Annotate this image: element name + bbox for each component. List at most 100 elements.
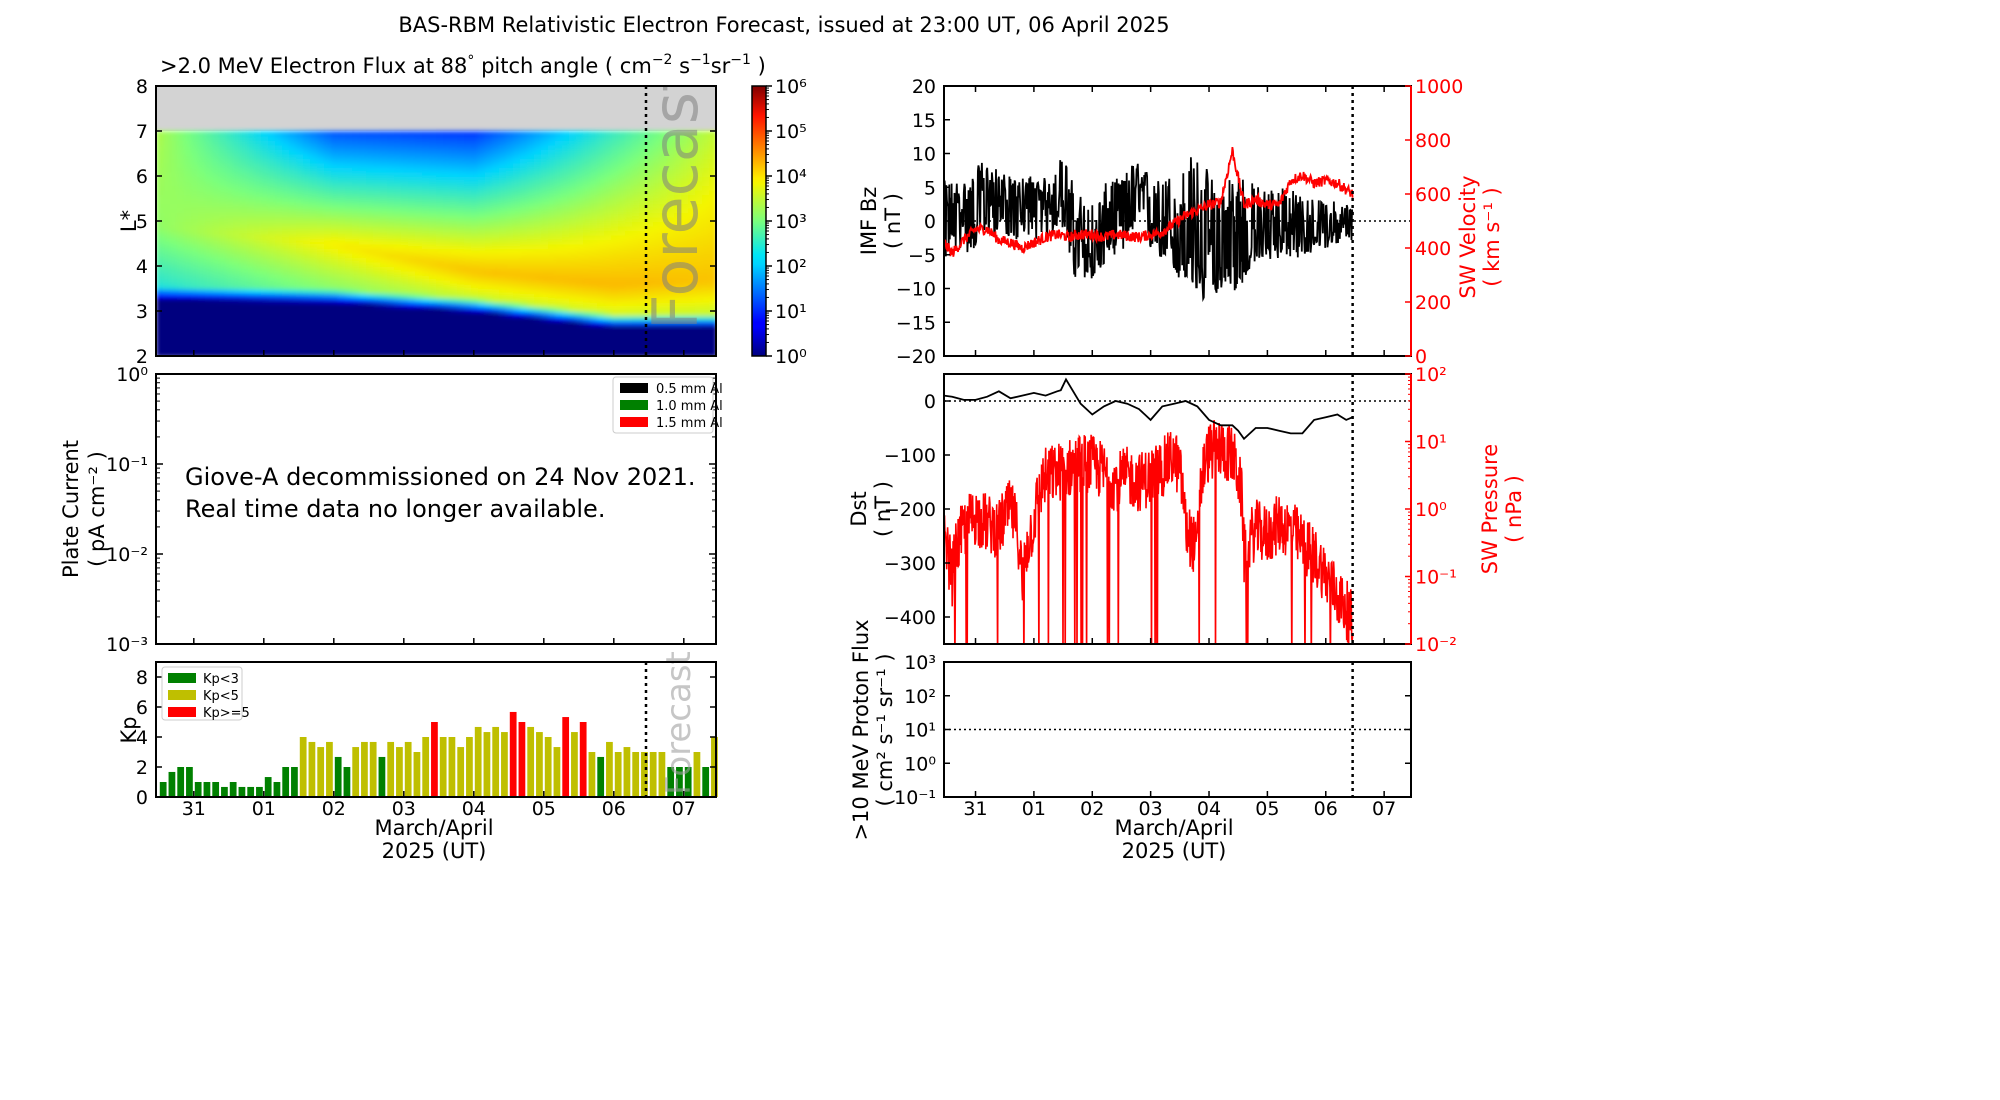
- flux-cell: [156, 221, 164, 227]
- flux-cell: [695, 162, 703, 168]
- flux-cell: [268, 261, 276, 267]
- flux-cell: [254, 329, 262, 335]
- flux-cell: [170, 158, 178, 164]
- flux-cell: [352, 216, 360, 222]
- flux-cell: [191, 311, 199, 317]
- flux-cell: [394, 198, 402, 204]
- flux-cell: [548, 198, 556, 204]
- flux-cell: [492, 329, 500, 335]
- flux-cell: [471, 167, 479, 173]
- flux-cell: [352, 252, 360, 258]
- flux-cell: [212, 189, 220, 195]
- flux-cell: [667, 320, 675, 326]
- flux-cell: [646, 176, 654, 182]
- flux-cell: [660, 248, 668, 254]
- flux-cell: [478, 351, 486, 356]
- flux-cell: [478, 293, 486, 299]
- flux-cell: [590, 212, 598, 218]
- flux-cell: [275, 284, 283, 290]
- flux-cell: [156, 144, 164, 150]
- kp-bar: [186, 767, 193, 797]
- flux-cell: [450, 306, 458, 312]
- flux-cell: [184, 351, 192, 356]
- flux-cell: [457, 329, 465, 335]
- flux-cell: [653, 279, 661, 285]
- flux-cell: [345, 149, 353, 155]
- flux-cell: [555, 288, 563, 294]
- flux-cell: [492, 320, 500, 326]
- flux-cell: [366, 131, 374, 137]
- flux-cell: [282, 333, 290, 339]
- flux-cell: [177, 351, 185, 356]
- flux-cell: [289, 351, 297, 356]
- flux-cell: [212, 338, 220, 344]
- flux-cell: [492, 284, 500, 290]
- flux-cell: [170, 149, 178, 155]
- flux-cell: [520, 270, 528, 276]
- flux-cell: [310, 342, 318, 348]
- flux-cell: [345, 140, 353, 146]
- flux-cell: [387, 320, 395, 326]
- flux-cell: [464, 302, 472, 308]
- flux-cell: [632, 257, 640, 263]
- flux-cell: [429, 311, 437, 317]
- flux-cell: [289, 315, 297, 321]
- flux-cell: [464, 171, 472, 177]
- flux-cell: [450, 131, 458, 137]
- flux-cell: [422, 329, 430, 335]
- flux-cell: [548, 342, 556, 348]
- flux-cell: [184, 266, 192, 272]
- flux-cell: [212, 239, 220, 245]
- flux-cell: [709, 320, 716, 326]
- flux-cell: [352, 149, 360, 155]
- flux-cell: [702, 275, 710, 281]
- flux-cell: [527, 189, 535, 195]
- flux-cell: [464, 243, 472, 249]
- flux-cell: [408, 230, 416, 236]
- flux-cell: [541, 257, 549, 263]
- flux-cell: [618, 347, 626, 353]
- kp-bar: [571, 732, 578, 797]
- flux-cell: [555, 230, 563, 236]
- legend-label: Kp>=5: [203, 706, 250, 721]
- flux-cell: [492, 149, 500, 155]
- flux-cell: [380, 293, 388, 299]
- flux-cell: [583, 176, 591, 182]
- flux-cell: [695, 266, 703, 272]
- flux-cell: [597, 311, 605, 317]
- flux-cell: [387, 297, 395, 303]
- flux-cell: [240, 288, 248, 294]
- flux-cell: [233, 131, 241, 137]
- flux-cell: [415, 297, 423, 303]
- flux-cell: [674, 234, 682, 240]
- kp-bar: [264, 777, 272, 797]
- flux-cell: [212, 342, 220, 348]
- flux-cell: [261, 342, 269, 348]
- flux-cell: [702, 288, 710, 294]
- flux-cell: [541, 288, 549, 294]
- flux-cell: [695, 225, 703, 231]
- flux-cell: [583, 270, 591, 276]
- flux-cell: [667, 171, 675, 177]
- flux-cell: [625, 248, 633, 254]
- flux-cell: [282, 248, 290, 254]
- flux-cell: [590, 320, 598, 326]
- flux-cell: [653, 171, 661, 177]
- flux-cell: [366, 198, 374, 204]
- flux-cell: [541, 225, 549, 231]
- flux-cell: [674, 252, 682, 258]
- flux-cell: [464, 261, 472, 267]
- flux-cell: [394, 302, 402, 308]
- flux-cell: [562, 234, 570, 240]
- flux-cell: [478, 243, 486, 249]
- flux-cell: [499, 171, 507, 177]
- flux-cell: [275, 194, 283, 200]
- flux-cell: [366, 266, 374, 272]
- flux-cell: [506, 284, 514, 290]
- flux-cell: [562, 203, 570, 209]
- flux-cell: [639, 225, 647, 231]
- flux-cell: [660, 324, 668, 330]
- flux-cell: [590, 261, 598, 267]
- flux-cell: [562, 216, 570, 222]
- flux-cell: [541, 306, 549, 312]
